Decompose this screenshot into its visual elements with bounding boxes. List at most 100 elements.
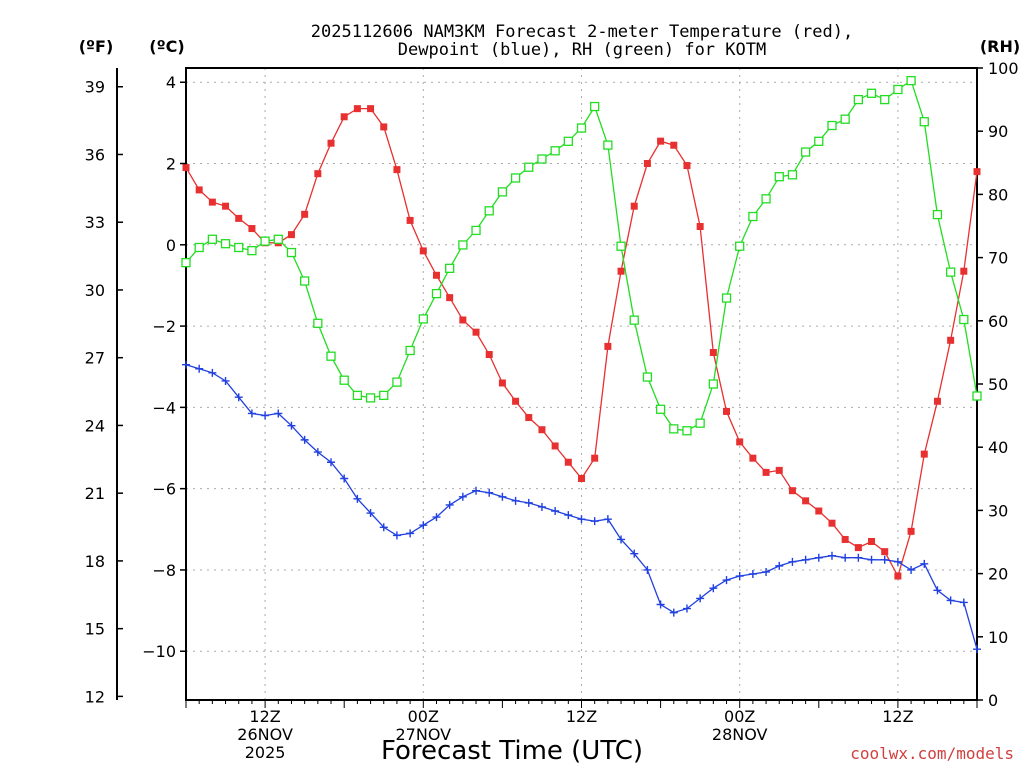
rh-point (379, 390, 389, 401)
dewpoint-point (300, 435, 309, 444)
dewpoint-point (788, 557, 797, 566)
2-meter-temperature-point (564, 458, 572, 466)
rh-line (185, 79, 978, 432)
dewpoint-point (946, 596, 955, 605)
2-meter-temperature-point (907, 527, 915, 535)
rh-point (339, 375, 349, 385)
time-tick-label: 27NOV (396, 725, 452, 744)
chart-title-line-1: 2025112606 NAM3KM Forecast 2-meter Tempe… (311, 22, 853, 42)
2-meter-temperature-point (920, 450, 928, 458)
time-tick-label: 12Z (566, 707, 597, 726)
dewpoint-point (973, 645, 981, 654)
fahrenheit-tick-label: 15 (85, 620, 105, 639)
dewpoint-point (590, 517, 599, 526)
rh-point (299, 276, 310, 286)
2-meter-temperature-point (538, 426, 546, 434)
celsius-tick-label: 2 (166, 155, 176, 174)
rh-point (313, 318, 323, 328)
fahrenheit-tick-label: 33 (85, 213, 105, 232)
2-meter-temperature-point (815, 507, 823, 515)
dewpoint-point (221, 376, 230, 385)
rh-tick-label: 50 (988, 375, 1008, 394)
rh-point (537, 154, 547, 164)
2-meter-temperature-point (709, 349, 717, 357)
2-meter-temperature-point (485, 351, 493, 359)
2-meter-temperature-point (749, 454, 757, 462)
2-meter-temperature-point (657, 137, 665, 145)
rh-point (418, 314, 428, 324)
dewpoint-point (379, 523, 388, 532)
celsius-tick-label: 0 (166, 236, 176, 255)
series-rh (181, 75, 982, 436)
2-meter-temperature-point (327, 139, 335, 147)
dewpoint-point (366, 509, 375, 518)
dewpoint-point (643, 565, 652, 574)
dewpoint-point (313, 448, 322, 457)
2-meter-temperature-point (182, 164, 190, 172)
rh-point (629, 315, 639, 325)
rh-point (365, 393, 376, 403)
2-meter-temperature-point (314, 170, 322, 178)
2-meter-temperature-point (459, 316, 467, 324)
rh-point (959, 314, 969, 325)
2-meter-temperature-point (762, 468, 770, 476)
rh-point (234, 242, 244, 253)
2-meter-temperature-point (723, 407, 731, 415)
rh-point (853, 94, 863, 105)
rh-point (471, 225, 481, 236)
2-meter-temperature-point (696, 223, 704, 231)
fahrenheit-tick-label: 36 (85, 145, 105, 164)
celsius-tick-label: −6 (152, 480, 176, 499)
dewpoint-point (722, 576, 731, 585)
rh-point (524, 162, 534, 172)
dewpoint-point (485, 488, 494, 497)
time-tick-label: 12Z (249, 707, 280, 726)
dewpoint-point (182, 360, 190, 369)
rh-point (682, 426, 692, 436)
fahrenheit-tick-label: 24 (85, 416, 105, 435)
rh-point (207, 234, 218, 244)
celsius-tick-label: −8 (152, 561, 176, 580)
dewpoint-point (907, 565, 916, 574)
rh-tick-label: 100 (988, 59, 1019, 78)
dewpoint-point (841, 553, 850, 562)
2-meter-temperature-point (643, 160, 651, 168)
2-meter-temperature-point (947, 336, 955, 344)
rh-point (497, 187, 508, 197)
2-meter-temperature-point (512, 397, 520, 405)
rh-point (484, 206, 494, 216)
dewpoint-point (392, 531, 401, 540)
2-meter-temperature-point (828, 519, 836, 527)
2-meter-temperature-point (222, 202, 230, 210)
dewpoint-point (419, 521, 428, 530)
fahrenheit-axis-unit: (ºF) (79, 37, 114, 56)
rh-point (695, 418, 705, 428)
2-meter-temperature-point (788, 487, 796, 495)
dewpoint-point (234, 393, 243, 402)
2-meter-temperature-point (248, 225, 256, 233)
dewpoint-point (669, 608, 678, 617)
dewpoint-point (893, 557, 902, 566)
2-meter-temperature-point (367, 105, 375, 113)
rh-tick-label: 0 (988, 691, 998, 710)
2-meter-temperature-point (287, 231, 295, 239)
rh-point (273, 234, 283, 244)
dewpoint-point (511, 496, 520, 505)
celsius-tick-label: −2 (152, 317, 176, 336)
2-meter-temperature-point (973, 168, 981, 176)
time-tick-label: 2025 (245, 743, 286, 762)
fahrenheit-tick-label: 39 (85, 78, 105, 97)
rh-point (260, 236, 270, 246)
dewpoint-point (195, 364, 204, 373)
rh-point (880, 94, 890, 105)
dewpoint-point (854, 553, 863, 562)
dewpoint-point (880, 555, 889, 564)
dewpoint-point (498, 492, 507, 501)
dewpoint-point (340, 474, 349, 483)
gridlines (186, 68, 977, 700)
fahrenheit-tick-label: 21 (85, 484, 105, 503)
rh-point (761, 194, 771, 204)
2-meter-temperature-point (195, 186, 203, 194)
dewpoint-point (406, 529, 415, 538)
